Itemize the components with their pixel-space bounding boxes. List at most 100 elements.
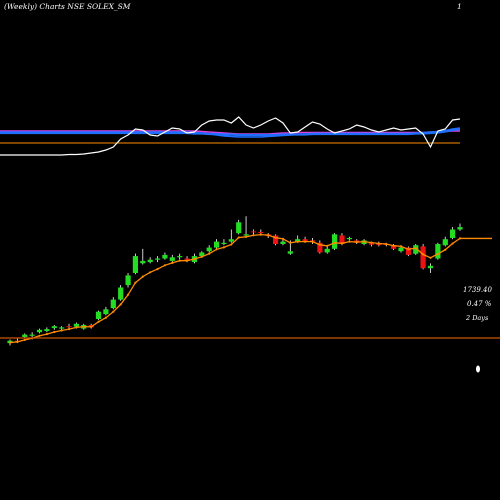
candle-body — [332, 234, 338, 249]
ema-point — [67, 328, 71, 331]
candle-body — [103, 309, 109, 315]
ema-point — [377, 242, 380, 245]
ema-point — [304, 240, 307, 243]
ema-point — [274, 236, 277, 239]
candle-body — [29, 334, 35, 336]
candle-body — [73, 323, 79, 327]
candle-body — [125, 275, 131, 286]
candle-body — [199, 252, 205, 257]
candle-body — [177, 256, 183, 258]
candle-body — [36, 329, 43, 333]
ema-point — [436, 252, 439, 255]
candle-body — [287, 251, 293, 254]
ema-point — [230, 243, 233, 246]
candle-body — [273, 235, 279, 244]
ema-point — [90, 325, 93, 328]
candle-body — [317, 242, 323, 253]
candle-body — [132, 256, 138, 273]
ema-point — [363, 240, 366, 243]
candle-body — [51, 326, 57, 329]
candle-body — [118, 287, 124, 300]
candle-body — [427, 265, 434, 269]
candle-body — [169, 257, 175, 261]
ema-point — [311, 240, 314, 243]
candle-body — [250, 231, 257, 233]
candle-body — [391, 245, 397, 249]
page-marker: 1 — [457, 2, 462, 11]
ema-point — [60, 329, 63, 332]
indicator-panel — [0, 116, 461, 156]
ema-point — [422, 253, 425, 256]
ema-point — [267, 234, 270, 237]
ema-point — [399, 245, 403, 248]
candle-body — [140, 260, 146, 264]
candle-body — [214, 241, 220, 248]
ema-line — [9, 233, 461, 344]
ema-point — [156, 268, 159, 271]
candle-body — [221, 242, 227, 244]
ema-point — [407, 248, 410, 251]
ema-point — [392, 244, 395, 247]
ema-point — [119, 303, 122, 306]
candle-body — [155, 258, 161, 260]
ema-point — [385, 242, 388, 246]
ema-point — [126, 293, 130, 296]
indicator-line — [0, 116, 461, 156]
candle-body — [162, 254, 168, 259]
ema-point — [318, 243, 321, 246]
candle-body — [324, 248, 330, 253]
ema-point — [215, 248, 218, 251]
ema-point — [208, 252, 211, 255]
ema-point — [149, 271, 152, 274]
candle-body — [147, 259, 153, 263]
ema-point — [163, 264, 166, 267]
scroll-indicator[interactable] — [476, 365, 480, 373]
candle-body — [243, 234, 249, 236]
candle-body — [420, 246, 426, 269]
ema-point — [348, 240, 351, 243]
ema-point — [281, 237, 285, 240]
candle-body — [413, 245, 419, 254]
candle-body — [435, 244, 441, 259]
ema-point — [171, 261, 174, 264]
ema-point — [252, 234, 255, 237]
ema-point — [429, 256, 432, 259]
candle-body — [398, 247, 404, 252]
duration-label: 2 Days — [465, 314, 489, 322]
ema-point — [340, 242, 344, 245]
candle-body — [442, 239, 448, 246]
ema-point — [141, 275, 144, 278]
ema-point — [185, 259, 189, 262]
ema-point — [222, 246, 225, 249]
candle-body — [95, 311, 102, 319]
candle-body — [450, 229, 456, 238]
ema-point — [97, 320, 100, 323]
ema-point — [134, 281, 137, 284]
candle-body — [22, 334, 28, 337]
candlestick-panel — [7, 216, 492, 346]
candle-body — [280, 241, 286, 244]
ema-point — [38, 334, 41, 337]
ema-point — [75, 326, 78, 329]
candle-body — [339, 235, 345, 244]
ema-point — [289, 241, 292, 244]
candle-body — [258, 231, 264, 234]
candle-body — [302, 239, 308, 242]
candle-body — [228, 239, 234, 242]
chart-title: (Weekly) Charts NSE SOLEX_SM — [4, 2, 131, 11]
blue-band-lower — [0, 127, 461, 138]
ema-point — [333, 241, 336, 244]
candle-body — [368, 242, 375, 245]
ema-point — [8, 341, 12, 344]
ema-point — [104, 316, 107, 319]
candle-body — [59, 327, 65, 329]
ema-point — [245, 235, 248, 238]
ema-point — [414, 247, 417, 250]
candle-body — [110, 299, 116, 309]
ema-point — [451, 242, 454, 245]
candle-body — [206, 247, 212, 252]
ema-point — [112, 310, 115, 313]
ema-point — [355, 241, 358, 244]
ema-point — [296, 240, 299, 243]
